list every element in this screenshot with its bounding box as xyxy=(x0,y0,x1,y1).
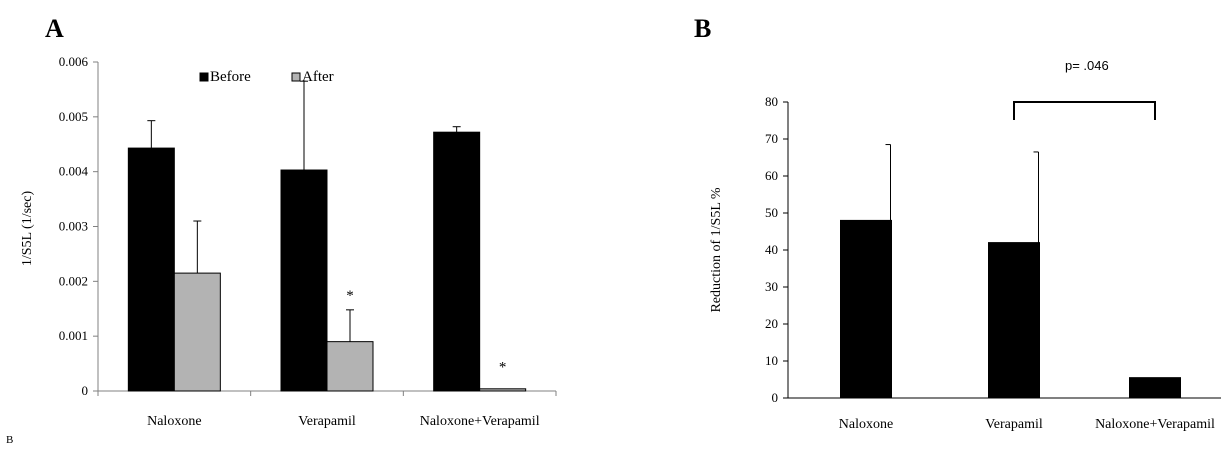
stray-letter: B xyxy=(6,434,13,446)
bar-before xyxy=(127,147,175,392)
legend: Before After xyxy=(199,69,334,85)
y-tick-label: 0 xyxy=(82,383,89,398)
y-tick-label: 0.004 xyxy=(59,164,89,179)
y-tick-label: 0.003 xyxy=(59,219,88,234)
y-tick-label: 40 xyxy=(765,242,778,257)
bar xyxy=(1129,377,1181,399)
bar xyxy=(840,219,892,399)
chart-a: 0 0.001 0.002 0.003 0.004 0.005 0.006 Naloxone V… xyxy=(20,54,557,429)
y-tick-label: 0.005 xyxy=(59,109,88,124)
category-label: Naloxone+Verapamil xyxy=(1095,417,1215,432)
significance-asterisk: * xyxy=(499,359,507,375)
legend-label-after: After xyxy=(302,69,334,85)
legend-label-before: Before xyxy=(210,69,251,85)
bar-after xyxy=(173,272,221,392)
category-label: Naloxone xyxy=(147,414,201,429)
bar xyxy=(988,242,1040,399)
y-tick-label: 0 xyxy=(772,390,779,405)
y-tick-label: 0.002 xyxy=(59,273,88,288)
y-tick-label: 0.001 xyxy=(59,328,88,343)
legend-swatch-before xyxy=(199,72,209,82)
p-value-label: p= .046 xyxy=(1065,58,1109,73)
bar-after xyxy=(326,341,374,392)
category-label: Naloxone+Verapamil xyxy=(420,414,540,429)
y-tick-label: 60 xyxy=(765,168,778,183)
y-tick-label: 50 xyxy=(765,205,778,220)
bar-before xyxy=(280,169,328,392)
y-axis-label: 1/S5L (1/sec) xyxy=(20,191,35,267)
chart-b: 0 10 20 30 40 50 60 70 80 Naloxone Verapamil Naloxo… xyxy=(709,58,1221,432)
significance-asterisk: * xyxy=(346,288,354,304)
category-label: Verapamil xyxy=(298,414,356,429)
category-label: Verapamil xyxy=(985,417,1043,432)
category-label: Naloxone xyxy=(839,417,893,432)
y-tick-label: 20 xyxy=(765,316,778,331)
y-tick-label: 70 xyxy=(765,131,778,146)
significance-bracket xyxy=(1013,101,1156,120)
y-tick-label: 0.006 xyxy=(59,54,89,69)
panel-a-letter: A xyxy=(45,14,64,43)
panel-b-letter: B xyxy=(694,14,711,43)
y-tick-label: 10 xyxy=(765,353,778,368)
y-tick-label: 80 xyxy=(765,94,778,109)
bar-after xyxy=(479,388,527,392)
y-tick-label: 30 xyxy=(765,279,778,294)
y-axis-label: Reduction of 1/S5L % xyxy=(709,187,724,312)
legend-swatch-after xyxy=(291,72,301,82)
bar-before xyxy=(433,131,481,392)
